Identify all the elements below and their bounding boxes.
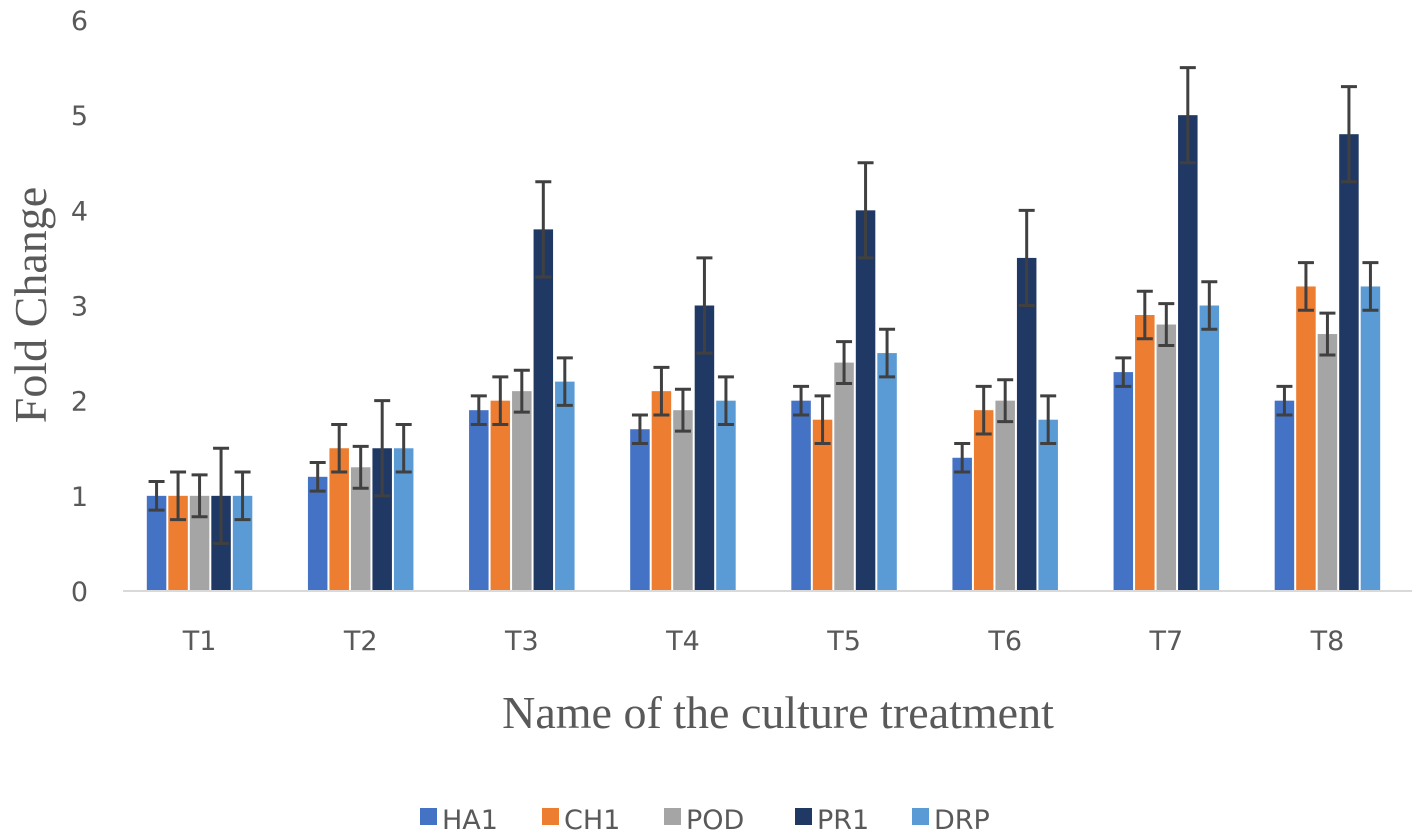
bar-DRP-T5 xyxy=(877,353,897,591)
bar-DRP-T6 xyxy=(1038,419,1058,591)
x-axis-title: Name of the culture treatment xyxy=(502,687,1054,738)
legend-swatch-CH1 xyxy=(542,808,559,825)
bar-groups xyxy=(146,66,1381,592)
bar-HA1-T6 xyxy=(952,457,972,591)
bar-HA1-T3 xyxy=(469,410,489,591)
bar-CH1-T8 xyxy=(1296,286,1316,591)
bar-group-T3 xyxy=(469,180,575,591)
bar-group-T2 xyxy=(307,399,414,591)
y-tick-label: 5 xyxy=(71,101,88,132)
y-axis-ticks: 0 1 2 3 4 5 6 xyxy=(71,6,88,608)
bar-group-T8 xyxy=(1274,85,1381,591)
bar-DRP-T3 xyxy=(555,381,575,591)
legend-label-HA1: HA1 xyxy=(442,805,498,836)
bar-PR1-T2 xyxy=(372,448,392,591)
bar-CH1-T6 xyxy=(973,410,994,591)
y-tick-label: 1 xyxy=(71,482,88,513)
bar-group-T7 xyxy=(1113,66,1220,592)
legend-label-DRP: DRP xyxy=(934,805,990,836)
legend-label-CH1: CH1 xyxy=(564,805,620,836)
bar-CH1-T4 xyxy=(651,391,672,591)
bar-HA1-T1 xyxy=(146,495,167,591)
x-tick-label-T7: T7 xyxy=(1148,626,1183,657)
x-tick-label-T2: T2 xyxy=(343,626,378,657)
bar-PR1-T7 xyxy=(1178,115,1198,592)
bar-POD-T2 xyxy=(350,467,371,591)
x-tick-label-T4: T4 xyxy=(665,626,700,657)
bar-DRP-T8 xyxy=(1360,286,1381,591)
bar-PR1-T5 xyxy=(855,210,876,592)
legend-swatch-POD xyxy=(664,808,681,825)
bar-POD-T1 xyxy=(189,495,210,591)
y-tick-label: 0 xyxy=(71,577,88,608)
legend-swatch-PR1 xyxy=(795,808,812,825)
bar-POD-T7 xyxy=(1156,324,1177,591)
x-tick-label-T5: T5 xyxy=(826,626,861,657)
y-axis-title: Fold Change xyxy=(5,187,56,423)
bar-group-T1 xyxy=(146,446,253,591)
legend-swatch-HA1 xyxy=(420,808,437,825)
bar-PR1-T6 xyxy=(1016,257,1037,591)
bar-DRP-T2 xyxy=(393,448,414,591)
bar-HA1-T5 xyxy=(791,400,811,591)
bar-CH1-T7 xyxy=(1135,315,1155,591)
bar-POD-T5 xyxy=(834,362,854,591)
legend: HA1 CH1 POD PR1 DRP xyxy=(420,805,990,836)
y-tick-label: 6 xyxy=(71,6,88,37)
bar-group-T4 xyxy=(630,256,736,591)
x-tick-label-T8: T8 xyxy=(1310,626,1345,657)
y-tick-label: 2 xyxy=(71,387,88,418)
bar-group-T5 xyxy=(791,161,897,592)
x-tick-label-T1: T1 xyxy=(182,626,217,657)
bar-PR1-T3 xyxy=(533,229,554,591)
bar-CH1-T5 xyxy=(812,419,833,591)
x-axis-ticks: T1 T2 T3 T4 T5 T6 T7 T8 xyxy=(182,626,1345,657)
bar-HA1-T8 xyxy=(1274,400,1295,591)
bar-POD-T4 xyxy=(673,410,693,591)
x-tick-label-T6: T6 xyxy=(987,626,1022,657)
bar-PR1-T8 xyxy=(1339,134,1359,591)
bar-HA1-T7 xyxy=(1113,372,1134,591)
y-tick-label: 3 xyxy=(71,292,88,323)
bar-HA1-T2 xyxy=(307,476,328,591)
bar-DRP-T7 xyxy=(1199,305,1220,591)
bar-HA1-T4 xyxy=(630,429,650,591)
legend-label-POD: POD xyxy=(686,805,744,836)
bar-POD-T8 xyxy=(1317,334,1338,591)
legend-swatch-DRP xyxy=(912,808,929,825)
bar-POD-T3 xyxy=(512,391,532,591)
bar-PR1-T4 xyxy=(694,305,715,591)
y-tick-label: 4 xyxy=(71,196,88,227)
bar-CH1-T3 xyxy=(490,400,511,591)
bar-CH1-T2 xyxy=(329,448,349,591)
bar-DRP-T4 xyxy=(716,400,736,591)
legend-label-PR1: PR1 xyxy=(817,805,869,836)
bar-group-T6 xyxy=(952,208,1058,591)
x-tick-label-T3: T3 xyxy=(504,626,539,657)
bar-POD-T6 xyxy=(995,400,1015,591)
